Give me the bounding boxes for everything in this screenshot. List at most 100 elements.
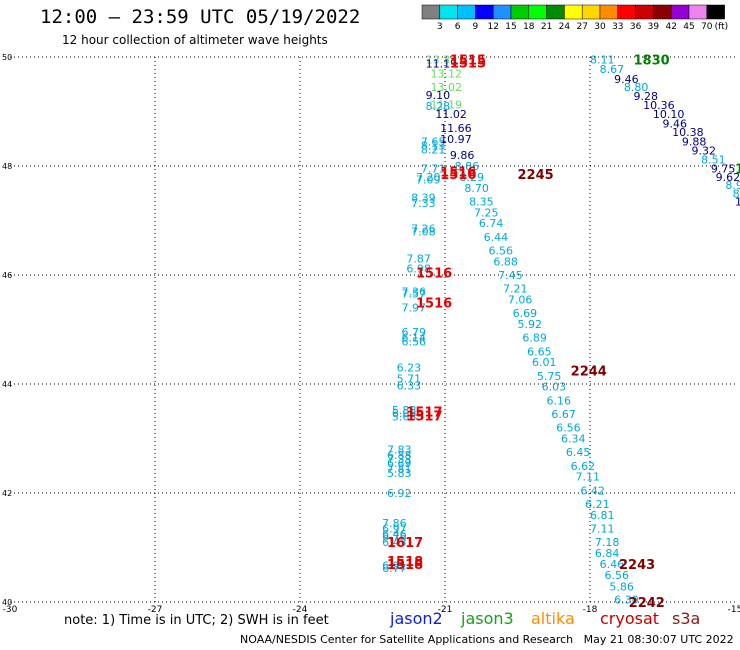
wave-height-label: 5.83 <box>387 467 412 480</box>
wave-height-label: 6.97 <box>382 522 407 535</box>
wave-height-label: 6.56 <box>556 422 581 435</box>
wave-height-label: 6.46 <box>600 558 625 571</box>
colorbar-label: 45 <box>683 22 694 32</box>
chart-subtitle: 12 hour collection of altimeter wave hei… <box>62 33 328 47</box>
wave-height-label: 5.71 <box>397 373 422 386</box>
colorbar-swatch <box>564 4 583 20</box>
wave-height-label: 5.75 <box>537 370 562 383</box>
wave-height-label: 9.32 <box>692 145 717 158</box>
legend-item-cryosat: cryosat <box>600 609 660 628</box>
axis-ticks: -30 -27 -24 -21 -18 -15 40 42 44 46 48 50 <box>2 53 740 615</box>
wave-height-label: 8.6 <box>733 187 740 200</box>
wave-height-label: 6.79 <box>402 326 427 339</box>
y-tick-label: 48 <box>2 162 12 171</box>
wave-height-label: 5.88 <box>392 404 417 417</box>
colorbar-label: 36 <box>630 22 642 32</box>
wave-height-label: 10.38 <box>672 126 704 139</box>
credit-text: NOAA/NESDIS Center for Satellite Applica… <box>240 633 574 646</box>
wave-height-label: 7.71 <box>421 163 446 176</box>
wave-height-label: 7.81 <box>387 462 412 475</box>
wave-height-label: 8.39 <box>411 192 436 205</box>
wave-height-label: 6.23 <box>397 362 422 375</box>
wave-height-label: 6.56 <box>489 244 514 257</box>
wave-height-label: 6.77 <box>382 562 407 575</box>
wave-height-label: 8.35 <box>469 195 494 208</box>
wave-height-label: 6.33 <box>397 380 422 393</box>
wave-height-label: 8.80 <box>624 81 649 94</box>
legend-item-jason3: jason3 <box>461 609 514 628</box>
timestamp-text: May 21 08:30:07 UTC 2022 <box>583 633 734 646</box>
wave-height-label: 6.34 <box>561 433 586 446</box>
colorbar-label: 3 <box>437 22 443 32</box>
wave-height-label: 6.76 <box>382 531 407 544</box>
wave-height-label: 8.51 <box>701 153 726 166</box>
wave-height-label: 7.25 <box>474 206 499 219</box>
wave-height-label: 6.67 <box>551 408 576 421</box>
colorbar-label: 6 <box>455 22 461 32</box>
wave-height-label: 7.57 <box>402 288 427 301</box>
pass-time-label: 1516 <box>440 165 476 180</box>
chart-title: 12:00 – 23:59 UTC 05/19/2022 <box>40 6 361 28</box>
wave-height-label: 11.02 <box>435 108 467 121</box>
wave-height-label: 6.45 <box>566 446 591 459</box>
wave-height-label: 7.08 <box>411 225 436 238</box>
x-tick-label: -15 <box>728 605 740 615</box>
colorbar-label: 24 <box>559 22 571 32</box>
wave-height-label: 8.11 <box>590 54 615 67</box>
wave-height-label: 7.83 <box>387 443 412 456</box>
wave-height-label: 6.91 <box>382 559 407 572</box>
colorbar-swatch <box>421 4 441 20</box>
wave-height-label: 6.01 <box>532 356 557 369</box>
wave-height-label: 9.88 <box>682 135 707 148</box>
y-tick-label: 46 <box>2 271 12 280</box>
pass-time-label: 2242 <box>629 596 665 611</box>
wave-height-label: 7.20 <box>416 171 441 184</box>
wave-height-label: 6.65 <box>527 345 552 358</box>
pass-time-label: 1830 <box>634 54 670 69</box>
wave-height-label: 7.65 <box>421 135 446 148</box>
colorbar-label: 12 <box>487 22 498 32</box>
footer-note: note: 1) Time is in UTC; 2) SWH is in fe… <box>64 613 329 628</box>
legend-item-altika: altika <box>531 609 575 628</box>
wave-height-label: 8.13 <box>421 139 446 152</box>
colorbar-swatch <box>475 4 494 20</box>
wave-height-label: 7.11 <box>590 522 615 535</box>
colorbar-swatch <box>670 4 690 20</box>
colorbar-swatch <box>617 4 636 20</box>
colorbar-label: 9 <box>473 22 479 32</box>
colorbar-label: 27 <box>576 22 587 32</box>
wave-height-label: 9.28 <box>634 90 659 103</box>
pass-time-label: 1617 <box>387 536 423 551</box>
wave-height-label: 6.92 <box>387 487 412 500</box>
wave-height-label: 6.84 <box>595 547 620 560</box>
wave-height-label: 9.46 <box>663 117 688 130</box>
colorbar-label: 39 <box>648 22 660 32</box>
colorbar-label: 30 <box>594 22 606 32</box>
colorbar-swatch <box>635 4 654 20</box>
wave-height-label: 5.86 <box>609 581 634 594</box>
wave-height-label: 6.14 <box>402 332 427 345</box>
wave-height-label: 6.21 <box>585 498 610 511</box>
wave-height-label: 9.86 <box>450 149 475 162</box>
y-tick-label: 44 <box>2 380 12 389</box>
pass-time-label: 1516 <box>440 168 476 183</box>
pass-time-label: 2244 <box>571 364 607 379</box>
wave-height-label: 10.97 <box>440 133 472 146</box>
colorbar-swatch <box>457 4 476 20</box>
wave-height-label: 7.87 <box>406 253 431 266</box>
wave-height-label: 10.36 <box>643 99 675 112</box>
x-tick-label: -18 <box>583 605 598 615</box>
wave-height-label: 7.45 <box>498 269 522 282</box>
pass-time-label: 1 <box>735 163 740 178</box>
wave-height-label: 6.43 <box>382 536 407 549</box>
colorbar-swatch <box>439 4 458 20</box>
x-tick-label: -21 <box>438 605 453 615</box>
wave-height-label: 10.10 <box>653 108 685 121</box>
wave-height-label: 9.75 <box>711 163 736 176</box>
colorbar-label: 15 <box>505 22 516 32</box>
wave-height-label: 6.56 <box>402 335 427 348</box>
wave-height-label: 13.02 <box>431 81 463 94</box>
colorbar-swatch <box>546 4 565 20</box>
colorbar-swatch <box>492 4 512 20</box>
wave-height-label: 8.86 <box>455 160 480 173</box>
